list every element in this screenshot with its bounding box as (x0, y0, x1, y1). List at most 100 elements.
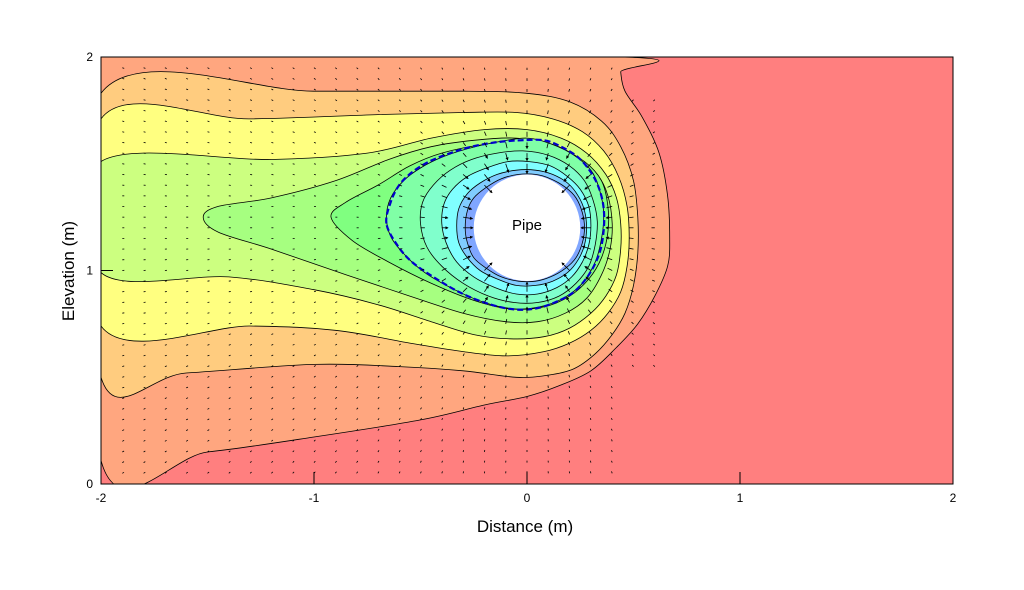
flux-vector (585, 174, 592, 179)
flux-vector (652, 152, 656, 155)
flux-vector (356, 301, 359, 303)
flux-vector (249, 142, 253, 144)
flux-vector (610, 120, 613, 124)
flux-vector (547, 110, 549, 115)
flux-vector (610, 99, 613, 102)
flux-vector (608, 288, 613, 293)
flux-vector (629, 258, 634, 261)
flux-vector (589, 110, 592, 114)
flux-vector (271, 67, 274, 70)
flux-vector (441, 396, 444, 399)
flux-vector (356, 142, 359, 144)
flux-vector (186, 365, 189, 367)
flux-vector (590, 471, 592, 474)
flux-vector (484, 330, 487, 335)
flux-vector (313, 67, 316, 70)
flux-vector (441, 299, 446, 303)
flux-vector (505, 131, 508, 137)
flux-vector (356, 184, 359, 186)
flux-vector (610, 364, 613, 367)
flux-vector (441, 428, 443, 431)
flux-vector (441, 364, 444, 367)
flux-vector (610, 386, 613, 389)
flux-vector (609, 142, 613, 146)
flux-vector (207, 450, 210, 453)
flux-vector (313, 407, 316, 410)
flux-vector (441, 342, 444, 346)
flux-vector (335, 375, 338, 378)
flux-vector (356, 333, 359, 335)
flux-vector (484, 152, 488, 159)
flux-vector (420, 300, 424, 303)
flux-vector (228, 333, 231, 335)
flux-vector (441, 353, 444, 357)
flux-vector (608, 163, 613, 167)
flux-vector (164, 333, 167, 335)
flux-vector (143, 344, 146, 346)
flux-vector (143, 429, 146, 431)
flux-vector (505, 120, 507, 126)
flux-vector (610, 110, 613, 113)
flux-vector (249, 333, 253, 335)
flux-vector (652, 163, 655, 166)
flux-vector (335, 77, 338, 80)
flux-vector (186, 344, 189, 346)
flux-vector (313, 375, 316, 378)
flux-vector (292, 428, 295, 431)
flux-vector (249, 110, 253, 112)
flux-vector (462, 309, 467, 314)
flux-vector (606, 195, 613, 199)
flux-vector (164, 312, 167, 314)
flux-vector (377, 460, 380, 463)
flux-vector (505, 110, 507, 115)
flux-vector (249, 88, 253, 91)
flux-vector (565, 163, 570, 171)
flux-vector (583, 195, 592, 200)
flux-vector (462, 266, 470, 271)
flux-vector (292, 120, 295, 123)
flux-vector (462, 245, 473, 250)
flux-vector (505, 318, 508, 324)
flux-vector (441, 120, 444, 124)
flux-vector (606, 257, 613, 261)
flux-vector (653, 343, 656, 346)
flux-vector (462, 206, 473, 210)
flux-vector (546, 307, 549, 314)
flux-vector (484, 67, 486, 70)
flux-vector (420, 163, 424, 166)
x-tick-label: 0 (524, 491, 531, 505)
flux-vector (610, 375, 613, 378)
y-tick-label: 0 (86, 477, 93, 491)
flux-vector (313, 418, 316, 421)
flux-vector (207, 344, 210, 346)
flux-vector (462, 353, 465, 357)
flux-vector (228, 429, 231, 431)
flux-vector (462, 276, 469, 282)
flux-vector (356, 67, 359, 70)
flux-vector (228, 407, 231, 410)
flux-vector (441, 152, 446, 157)
flux-vector (441, 142, 445, 146)
flux-vector (207, 407, 210, 410)
flux-vector (420, 321, 423, 325)
flux-vector (335, 152, 338, 155)
flux-vector (398, 322, 402, 325)
flux-vector (505, 163, 510, 173)
flux-vector (651, 184, 655, 187)
flux-vector (420, 354, 423, 357)
flux-vector (164, 418, 167, 421)
flux-vector (631, 131, 634, 134)
flux-vector (605, 215, 613, 220)
flux-vector (292, 450, 295, 453)
flux-vector (313, 77, 316, 80)
flux-vector (589, 396, 592, 399)
flux-vector (122, 67, 125, 69)
flux-vector (122, 131, 125, 133)
flux-vector (652, 300, 656, 303)
flux-vector (377, 301, 380, 303)
flux-vector (186, 376, 189, 378)
flux-vector (629, 216, 634, 218)
flux-vector (441, 375, 444, 378)
flux-vector (398, 439, 401, 442)
flux-vector (249, 301, 253, 303)
